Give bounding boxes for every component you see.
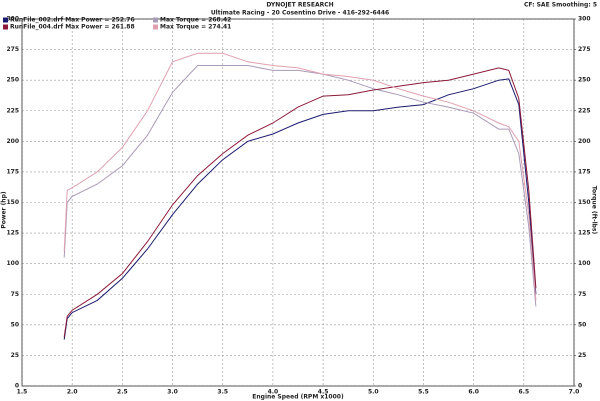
y2-tick-label: 300: [578, 16, 591, 23]
y2-tick-label: 75: [578, 291, 586, 298]
y2-tick-label: 225: [578, 107, 591, 114]
y-tick-label: 100: [6, 260, 19, 267]
y-tick-label: 275: [6, 46, 19, 53]
series-line: [63, 67, 537, 338]
y-tick-label: 200: [6, 138, 19, 145]
legend-label: Max Torque = 274.41: [160, 24, 231, 31]
x-tick-label: 4.5: [318, 389, 329, 396]
y-tick-label: 0: [15, 383, 19, 390]
legend-swatch: [3, 24, 8, 30]
y2-tick-label: 275: [578, 46, 591, 53]
y2-tick-label: 150: [578, 199, 591, 206]
y2-tick-label: 50: [578, 321, 586, 328]
y-axis-title: Power (hp): [1, 191, 8, 228]
y-tick-label: 25: [11, 352, 19, 359]
y-tick-label: 75: [11, 291, 19, 298]
plot-frame: [21, 18, 575, 387]
x-tick-label: 3.0: [167, 389, 178, 396]
series-line: [63, 65, 537, 307]
x-tick-label: 7.0: [569, 389, 580, 396]
legend-swatch: [153, 24, 158, 30]
series-line: [63, 78, 537, 340]
y-tick-label: 50: [11, 321, 19, 328]
annotation: CF: SAE Smoothing: 5: [524, 2, 597, 9]
chart-title: DYNOJET RESEARCH: [266, 2, 333, 9]
y2-tick-label: 125: [578, 230, 591, 237]
series-line: [63, 52, 537, 301]
legend-swatch: [153, 17, 158, 23]
x-tick-label: 3.5: [217, 389, 228, 396]
x-tick-label: 2.5: [117, 389, 128, 396]
y2-tick-label: 200: [578, 138, 591, 145]
x-tick-label: 1.5: [17, 389, 28, 396]
y-tick-label: 300: [6, 16, 19, 23]
y-tick-label: 125: [6, 230, 19, 237]
x-axis-title: Engine Speed (RPM x1000): [252, 394, 344, 401]
y2-tick-label: 250: [578, 77, 591, 84]
legend-label: RunFile_002.drf Max Power = 252.76: [10, 17, 135, 24]
y2-tick-label: 0: [578, 383, 582, 390]
y-tick-label: 175: [6, 168, 19, 175]
y2-tick-label: 25: [578, 352, 586, 359]
y2-axis-title: Torque (ft-lbs): [591, 186, 598, 235]
legend-swatch: [3, 17, 8, 23]
y-tick-label: 250: [6, 77, 19, 84]
x-tick-label: 6.5: [518, 389, 529, 396]
y2-tick-label: 175: [578, 168, 591, 175]
chart-subtitle: Ultimate Racing - 20 Cosentino Drive - 4…: [211, 10, 389, 17]
x-tick-label: 6.0: [468, 389, 479, 396]
y2-tick-label: 100: [578, 260, 591, 267]
y-tick-label: 225: [6, 107, 19, 114]
x-tick-label: 5.5: [418, 389, 429, 396]
y-tick-label: 150: [6, 199, 19, 206]
x-tick-label: 4.0: [268, 389, 279, 396]
x-tick-label: 5.0: [368, 389, 379, 396]
x-tick-label: 2.0: [67, 389, 78, 396]
legend-label: RunFile_004.drf Max Power = 261.88: [10, 24, 135, 31]
legend-label: Max Torque = 268.42: [160, 17, 231, 24]
